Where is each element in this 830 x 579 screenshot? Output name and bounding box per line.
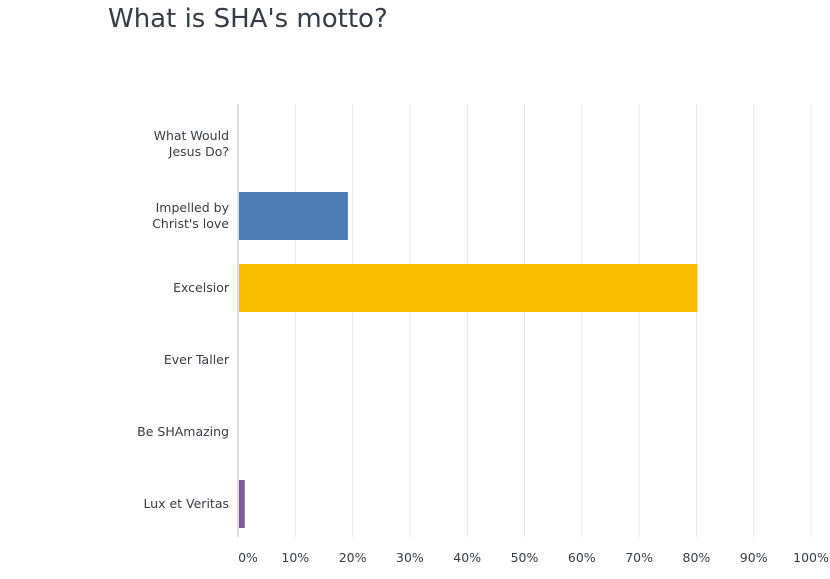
- x-tick-label: 50%: [511, 550, 539, 565]
- bar[interactable]: [239, 264, 698, 312]
- x-tick-labels: 0% 10% 20% 30% 40% 50% 60% 70% 80% 90% 100%: [238, 550, 829, 565]
- x-tick-label: 20%: [339, 550, 367, 565]
- x-tick-label: 60%: [568, 550, 596, 565]
- x-tick-label: 100%: [793, 550, 829, 565]
- x-tick-label: 90%: [740, 550, 768, 565]
- grid-lines: [294, 104, 812, 537]
- x-tick-label: 0%: [238, 550, 258, 565]
- category-label: What Would Jesus Do?: [154, 128, 229, 159]
- category-label: Ever Taller: [164, 352, 230, 367]
- category-label: Lux et Veritas: [143, 496, 229, 511]
- bar[interactable]: [239, 480, 245, 528]
- category-label: Be SHAmazing: [137, 424, 229, 439]
- x-tick-label: 40%: [453, 550, 481, 565]
- category-label: Excelsior: [173, 280, 230, 295]
- chart-title: What is SHA's motto?: [108, 4, 388, 34]
- category-labels: What Would Jesus Do? Impelled by Christ's l…: [137, 128, 230, 511]
- x-tick-label: 80%: [683, 550, 711, 565]
- x-tick-label: 30%: [396, 550, 424, 565]
- x-tick-label: 10%: [281, 550, 309, 565]
- category-label: Impelled by Christ's love: [152, 200, 229, 231]
- bars: [239, 192, 698, 528]
- x-tick-label: 70%: [625, 550, 653, 565]
- bar[interactable]: [239, 192, 348, 240]
